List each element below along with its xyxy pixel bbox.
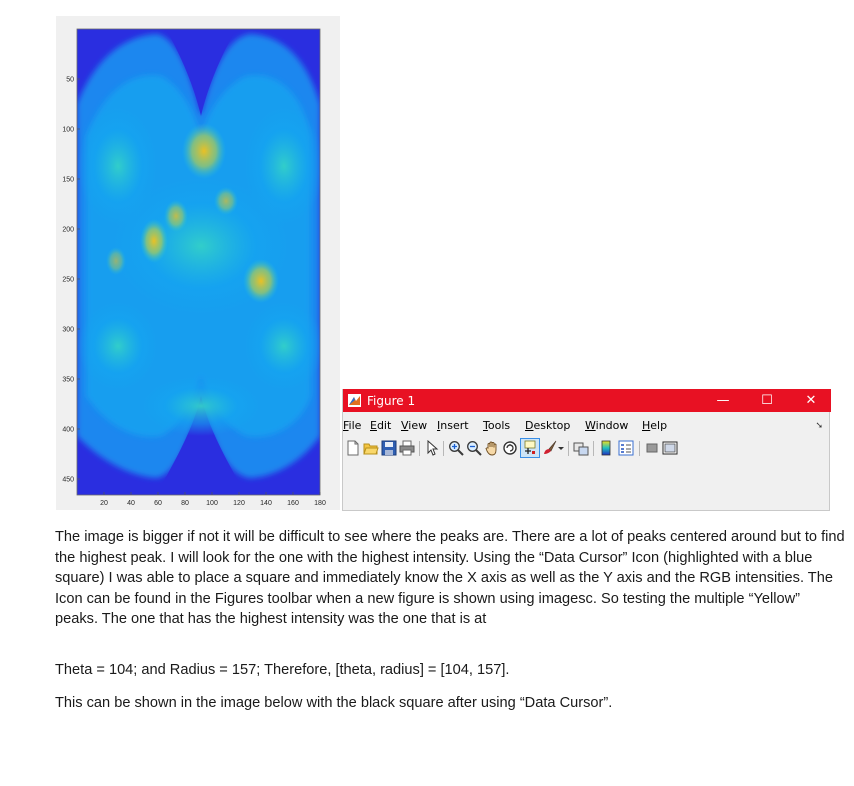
x-tick-label: 20 <box>100 500 108 507</box>
zoom-out-icon[interactable] <box>466 440 482 456</box>
x-axis-ticks: 20 40 60 80 100 120 140 160 180 <box>100 492 326 507</box>
hough-heatmap: 50 100 150 200 250 300 350 400 450 20 40 60 80 100 12… <box>62 28 326 507</box>
y-tick-label: 200 <box>62 227 74 234</box>
matlab-logo-icon <box>348 394 361 407</box>
brush-icon[interactable] <box>542 440 558 456</box>
minimize-button[interactable]: — <box>716 393 730 408</box>
dropdown-icon[interactable] <box>557 440 565 456</box>
peak-region <box>214 187 238 215</box>
toolbar-separator <box>593 441 594 456</box>
x-tick-label: 100 <box>206 500 218 507</box>
show-plot-tools-icon[interactable] <box>662 440 678 456</box>
maximize-button[interactable]: ☐ <box>761 393 773 408</box>
toolbar-separator <box>419 441 420 456</box>
menu-bar: File Edit View Insert Tools Desktop Wind… <box>343 417 831 435</box>
title-bar[interactable]: Figure 1 — ☐ ✕ <box>343 389 831 412</box>
zoom-in-icon[interactable] <box>448 440 464 456</box>
x-tick-label: 60 <box>154 500 162 507</box>
y-tick-label: 150 <box>62 177 74 184</box>
toolbar-separator <box>568 441 569 456</box>
x-tick-label: 140 <box>260 500 272 507</box>
menu-window[interactable]: Window <box>585 419 629 432</box>
menu-view[interactable]: View <box>401 419 428 432</box>
x-tick-label: 40 <box>127 500 135 507</box>
x-tick-label: 120 <box>233 500 245 507</box>
y-tick-label: 50 <box>66 77 74 84</box>
y-tick-label: 250 <box>62 277 74 284</box>
hough-image-figure: 50 100 150 200 250 300 350 400 450 20 40 60 80 100 12… <box>56 16 340 510</box>
toolbar-separator <box>639 441 640 456</box>
menu-help[interactable]: Help <box>642 419 668 432</box>
menu-edit[interactable]: Edit <box>370 419 392 432</box>
link-plot-icon[interactable] <box>573 440 589 456</box>
colorbar-icon[interactable] <box>598 440 614 456</box>
peak-region <box>182 123 226 179</box>
print-icon[interactable] <box>399 440 415 456</box>
open-file-icon[interactable] <box>363 440 379 456</box>
dock-figure-icon[interactable]: ➘ <box>815 420 823 430</box>
x-tick-label: 80 <box>181 500 189 507</box>
x-tick-label: 180 <box>314 500 326 507</box>
y-tick-label: 450 <box>62 477 74 484</box>
new-figure-icon[interactable] <box>345 440 361 456</box>
toolbar-separator <box>443 441 444 456</box>
y-tick-label: 350 <box>62 377 74 384</box>
data-cursor-icon[interactable] <box>520 438 540 458</box>
close-button[interactable]: ✕ <box>805 393 817 408</box>
rotate-3d-icon[interactable] <box>502 440 518 456</box>
save-icon[interactable] <box>381 440 397 456</box>
plot-axes-box <box>76 28 321 496</box>
y-tick-label: 100 <box>62 127 74 134</box>
y-tick-label: 300 <box>62 327 74 334</box>
menu-tools[interactable]: Tools <box>483 419 511 432</box>
peak-region <box>106 247 126 275</box>
followup-paragraph: This can be shown in the image below wit… <box>55 695 613 711</box>
peak-region <box>164 200 188 232</box>
menu-insert[interactable]: Insert <box>437 419 469 432</box>
x-tick-label: 160 <box>287 500 299 507</box>
matlab-figure-window: Figure 1 — ☐ ✕ File Edit View Insert Too… <box>342 389 831 511</box>
edit-plot-arrow-icon[interactable] <box>424 440 440 456</box>
figure-toolbar <box>343 437 831 459</box>
hide-plot-tools-icon[interactable] <box>644 440 660 456</box>
y-tick-label: 400 <box>62 427 74 434</box>
pan-hand-icon[interactable] <box>484 440 500 456</box>
result-paragraph: Theta = 104; and Radius = 157; Therefore… <box>55 662 510 678</box>
hough-sinusoid-band <box>77 29 320 495</box>
menu-file[interactable]: File <box>343 419 362 432</box>
menu-desktop[interactable]: Desktop <box>525 419 571 432</box>
window-title: Figure 1 <box>367 394 416 408</box>
legend-icon[interactable] <box>618 440 634 456</box>
y-axis-ticks: 50 100 150 200 250 300 350 400 450 <box>62 77 80 484</box>
peak-region <box>243 259 279 303</box>
peak-region <box>140 219 168 263</box>
explanation-paragraph: The image is bigger if not it will be di… <box>55 529 845 627</box>
